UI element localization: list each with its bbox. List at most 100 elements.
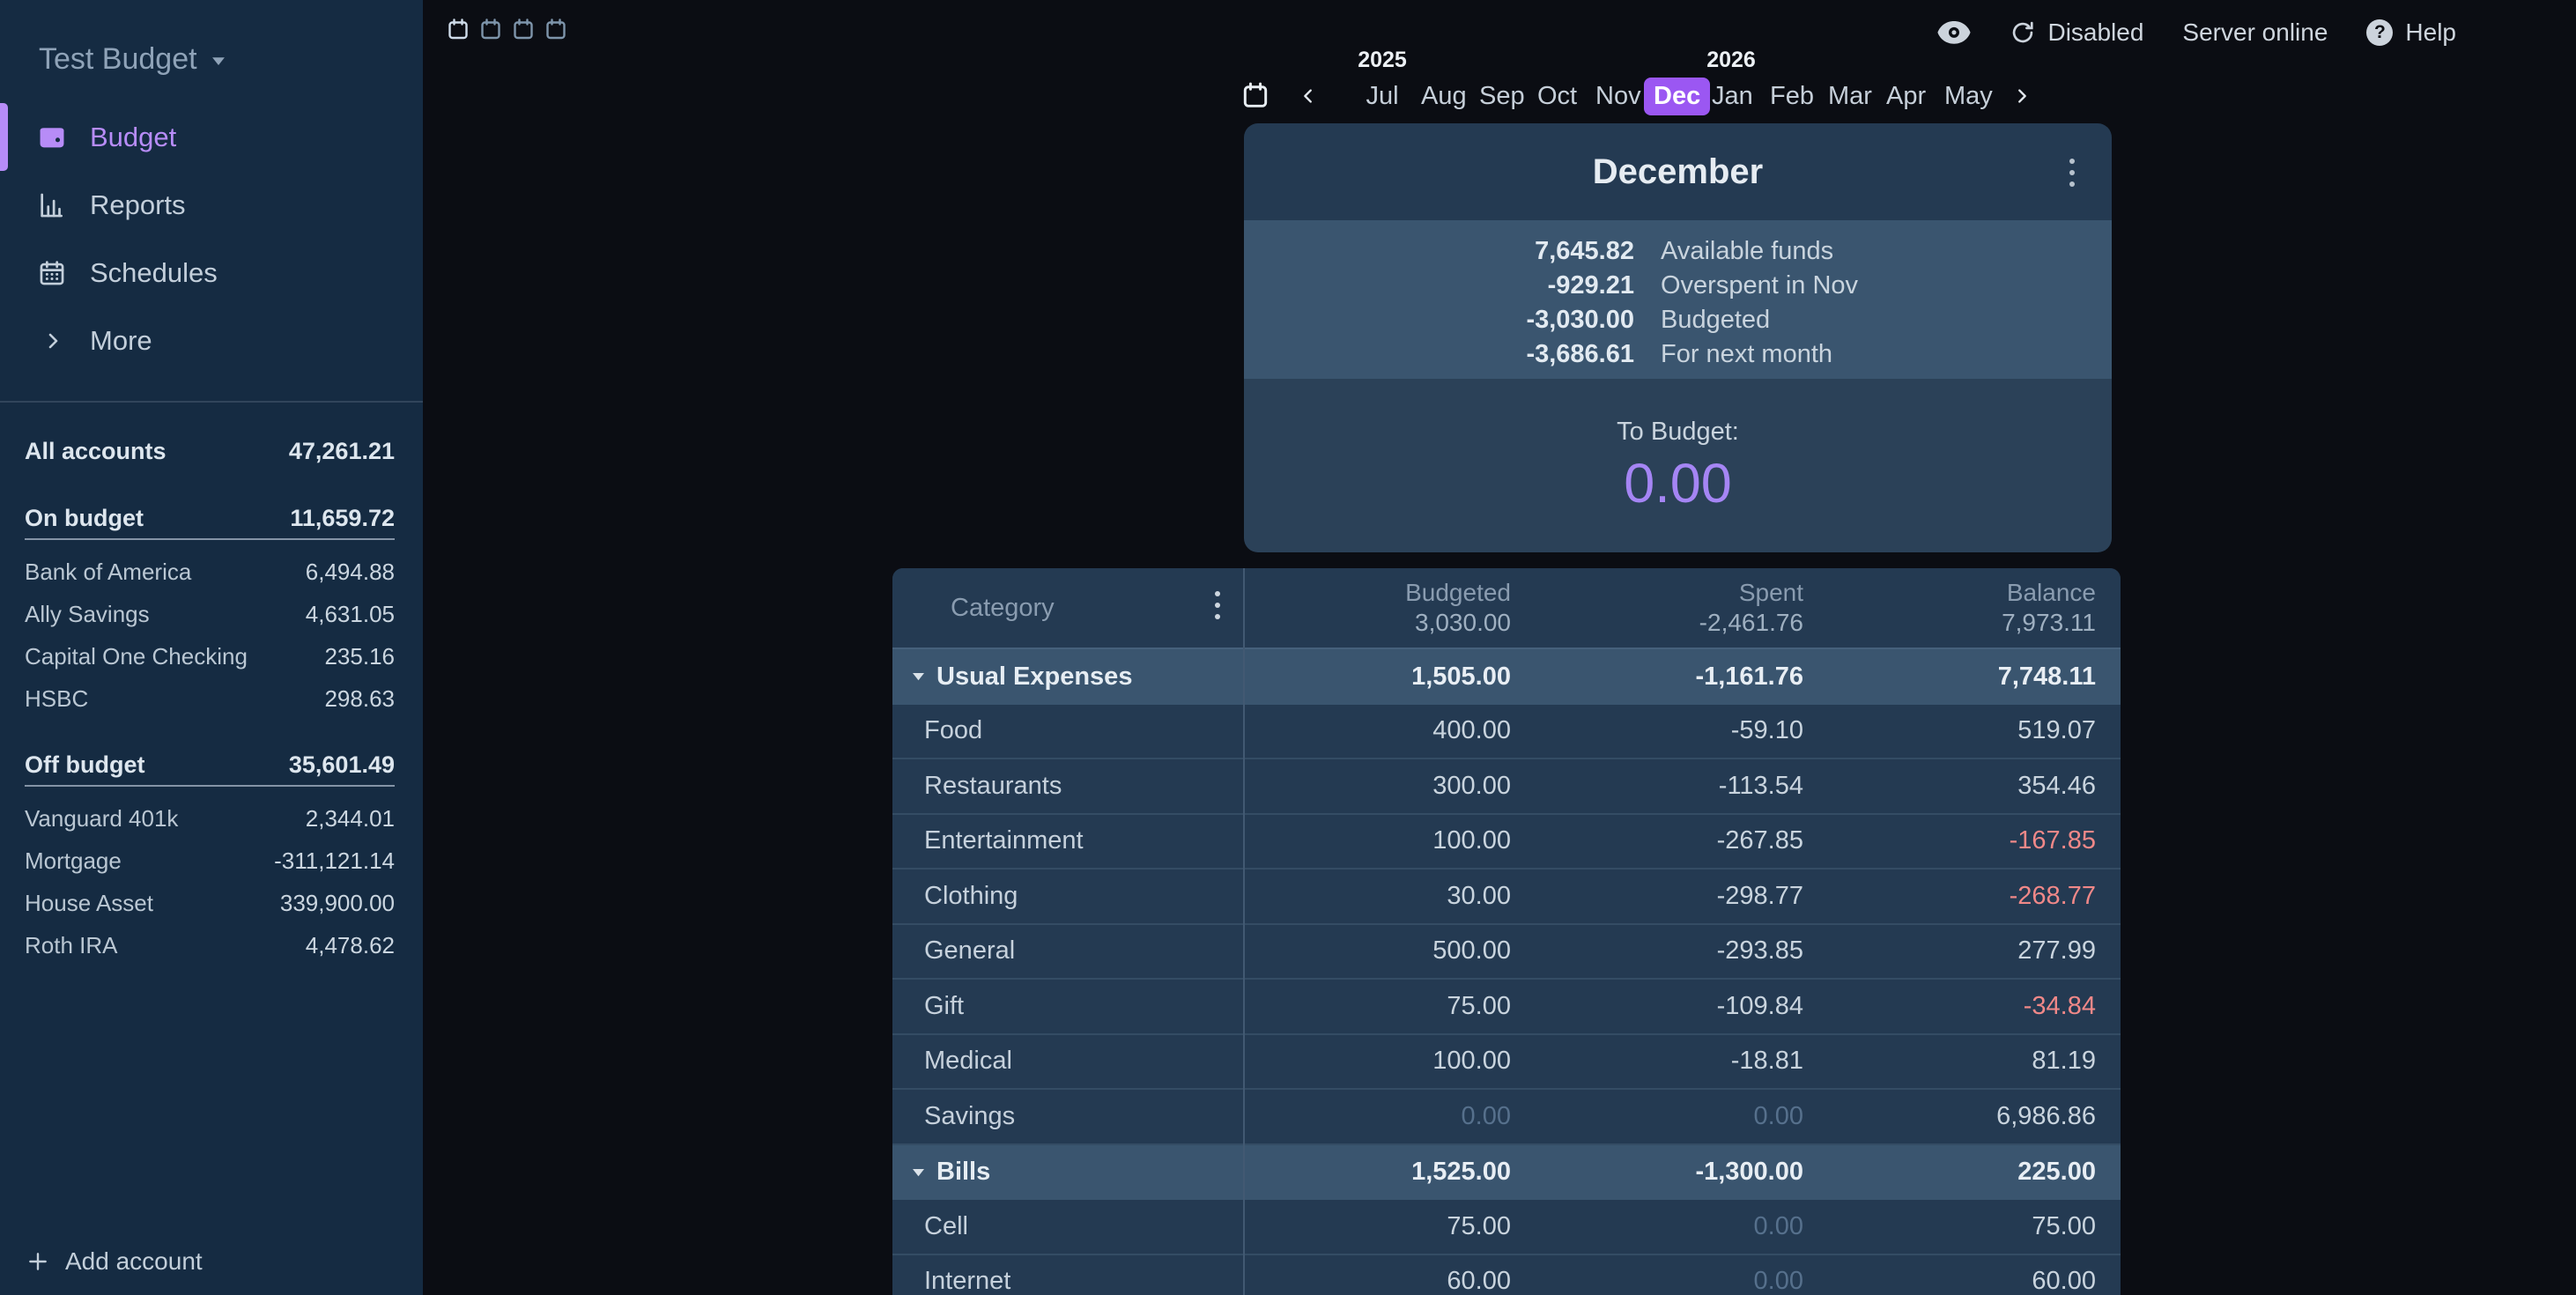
- category-row-entertainment[interactable]: Entertainment 100.00 -267.85 -167.85: [892, 814, 2121, 870]
- category-row-gift[interactable]: Gift 75.00 -109.84 -34.84: [892, 980, 2121, 1035]
- month-tab-jul[interactable]: Jul: [1353, 78, 1411, 115]
- balance-cell[interactable]: 354.46: [2017, 771, 2096, 800]
- month-tab-aug[interactable]: Aug: [1411, 78, 1469, 115]
- category-menu-kebab-icon[interactable]: [1206, 591, 1229, 619]
- column-total: -2,461.76: [1699, 609, 1803, 636]
- category-row-clothing[interactable]: Clothing 30.00 -298.77 -268.77: [892, 870, 2121, 925]
- server-status-button[interactable]: Server online: [2182, 18, 2328, 47]
- account-group-all-accounts[interactable]: All accounts 47,261.21: [25, 429, 395, 473]
- balance-cell[interactable]: -167.85: [2009, 826, 2096, 855]
- balance-cell[interactable]: 225.00: [2017, 1158, 2096, 1187]
- spent-cell[interactable]: -1,300.00: [1695, 1158, 1803, 1187]
- category-row-internet[interactable]: Internet 60.00 0.00 60.00: [892, 1254, 2121, 1295]
- category-name: Gift: [924, 991, 965, 1020]
- month-tab-may[interactable]: May: [1935, 78, 1993, 115]
- month-tab-feb[interactable]: Feb: [1760, 78, 1818, 115]
- help-button[interactable]: ? Help: [2366, 18, 2456, 47]
- one-month-view-icon[interactable]: [448, 18, 469, 41]
- balance-cell[interactable]: 6,986.86: [1996, 1101, 2096, 1130]
- month-tab-jan[interactable]: Jan: [1702, 78, 1760, 115]
- budgeted-cell[interactable]: 300.00: [1432, 771, 1511, 800]
- balance-cell[interactable]: 519.07: [2017, 716, 2096, 745]
- spent-cell[interactable]: 0.00: [1753, 1211, 1803, 1240]
- balance-cell[interactable]: 7,748.11: [1997, 662, 2096, 691]
- account-group-label: All accounts: [25, 437, 167, 464]
- budgeted-cell[interactable]: 100.00: [1432, 826, 1511, 855]
- account-item-hsbc[interactable]: HSBC 298.63: [25, 677, 395, 720]
- balance-cell[interactable]: -268.77: [2009, 881, 2096, 910]
- budgeted-cell[interactable]: 30.00: [1447, 881, 1511, 910]
- spent-cell[interactable]: -267.85: [1716, 826, 1803, 855]
- to-budget-value[interactable]: 0.00: [1624, 453, 1732, 514]
- budgeted-cell[interactable]: 60.00: [1447, 1267, 1511, 1295]
- category-row-restaurants[interactable]: Restaurants 300.00 -113.54 354.46: [892, 759, 2121, 815]
- balance-cell[interactable]: -34.84: [2023, 991, 2096, 1020]
- account-item-mortgage[interactable]: Mortgage -311,121.14: [25, 840, 395, 882]
- spent-cell[interactable]: -293.85: [1716, 936, 1803, 966]
- category-row-general[interactable]: General 500.00 -293.85 277.99: [892, 924, 2121, 980]
- spent-cell[interactable]: -1,161.76: [1695, 662, 1803, 691]
- month-title: December: [1592, 152, 1764, 191]
- account-item-capital-one-checking[interactable]: Capital One Checking 235.16: [25, 635, 395, 677]
- spent-cell[interactable]: -298.77: [1716, 881, 1803, 910]
- month-tab-dec-selected[interactable]: Dec: [1644, 77, 1711, 115]
- balance-cell[interactable]: 277.99: [2017, 936, 2096, 966]
- account-item-house-asset[interactable]: House Asset 339,900.00: [25, 882, 395, 924]
- collapse-triangle-icon[interactable]: [912, 672, 925, 681]
- account-item-vanguard-401k[interactable]: Vanguard 401k 2,344.01: [25, 797, 395, 840]
- four-month-view-icon[interactable]: [545, 18, 566, 41]
- budgeted-cell[interactable]: 75.00: [1447, 991, 1511, 1020]
- spent-cell[interactable]: 0.00: [1753, 1101, 1803, 1130]
- sidebar-item-reports[interactable]: Reports: [0, 171, 423, 239]
- budgeted-cell[interactable]: 75.00: [1447, 1211, 1511, 1240]
- account-group-on-budget[interactable]: On budget 11,659.72: [25, 498, 395, 540]
- balance-cell[interactable]: 75.00: [2032, 1211, 2096, 1240]
- sidebar-item-schedules[interactable]: Schedules: [0, 239, 423, 307]
- category-row-savings[interactable]: Savings 0.00 0.00 6,986.86: [892, 1090, 2121, 1145]
- month-tab-nov[interactable]: Nov: [1586, 78, 1644, 115]
- category-row-food[interactable]: Food 400.00 -59.10 519.07: [892, 704, 2121, 759]
- spent-cell[interactable]: -18.81: [1730, 1047, 1803, 1076]
- budgeted-cell[interactable]: 1,525.00: [1411, 1158, 1511, 1187]
- next-month-button[interactable]: [2012, 85, 2032, 107]
- two-month-view-icon[interactable]: [480, 18, 501, 41]
- privacy-toggle-button[interactable]: [1936, 21, 1972, 44]
- month-tab-apr[interactable]: Apr: [1876, 78, 1935, 115]
- budgeted-cell[interactable]: 0.00: [1461, 1101, 1511, 1130]
- spent-cell[interactable]: 0.00: [1753, 1267, 1803, 1295]
- budgeted-cell[interactable]: 100.00: [1432, 1047, 1511, 1076]
- month-picker-calendar-icon[interactable]: [1242, 81, 1269, 109]
- previous-month-button[interactable]: [1299, 85, 1318, 107]
- month-tab-oct[interactable]: Oct: [1528, 78, 1586, 115]
- add-account-button[interactable]: Add account: [26, 1242, 203, 1281]
- budgeted-cell[interactable]: 400.00: [1432, 716, 1511, 745]
- month-tab-sep[interactable]: Sep: [1469, 78, 1528, 115]
- budgeted-cell[interactable]: 1,505.00: [1411, 662, 1511, 691]
- sidebar-item-budget[interactable]: Budget: [0, 103, 423, 171]
- group-row-usual-expenses[interactable]: Usual Expenses 1,505.00 -1,161.76 7,748.11: [892, 649, 2121, 705]
- category-name: Usual Expenses: [936, 662, 1133, 691]
- month-menu-kebab-icon[interactable]: [2061, 159, 2084, 187]
- group-row-bills[interactable]: Bills 1,525.00 -1,300.00 225.00: [892, 1144, 2121, 1200]
- category-name: Cell: [924, 1211, 968, 1240]
- spent-cell[interactable]: -113.54: [1718, 771, 1803, 800]
- column-label: Budgeted: [1405, 579, 1511, 606]
- spent-cell[interactable]: -109.84: [1716, 991, 1803, 1020]
- category-row-medical[interactable]: Medical 100.00 -18.81 81.19: [892, 1034, 2121, 1090]
- account-item-roth-ira[interactable]: Roth IRA 4,478.62: [25, 924, 395, 966]
- balance-cell[interactable]: 81.19: [2032, 1047, 2096, 1076]
- sync-button[interactable]: Disabled: [2010, 18, 2143, 47]
- collapse-triangle-icon[interactable]: [912, 1168, 925, 1177]
- account-item-ally-savings[interactable]: Ally Savings 4,631.05: [25, 593, 395, 635]
- account-group-off-budget[interactable]: Off budget 35,601.49: [25, 744, 395, 787]
- sidebar-item-more[interactable]: More: [0, 307, 423, 374]
- budget-file-switcher[interactable]: Test Budget: [0, 0, 423, 77]
- budgeted-cell[interactable]: 500.00: [1432, 936, 1511, 966]
- balance-cell[interactable]: 60.00: [2032, 1267, 2096, 1295]
- month-tab-mar[interactable]: Mar: [1818, 78, 1876, 115]
- account-item-bank-of-america[interactable]: Bank of America 6,494.88: [25, 551, 395, 593]
- three-month-view-icon[interactable]: [513, 18, 534, 41]
- category-row-cell[interactable]: Cell 75.00 0.00 75.00: [892, 1200, 2121, 1255]
- spent-cell[interactable]: -59.10: [1730, 716, 1803, 745]
